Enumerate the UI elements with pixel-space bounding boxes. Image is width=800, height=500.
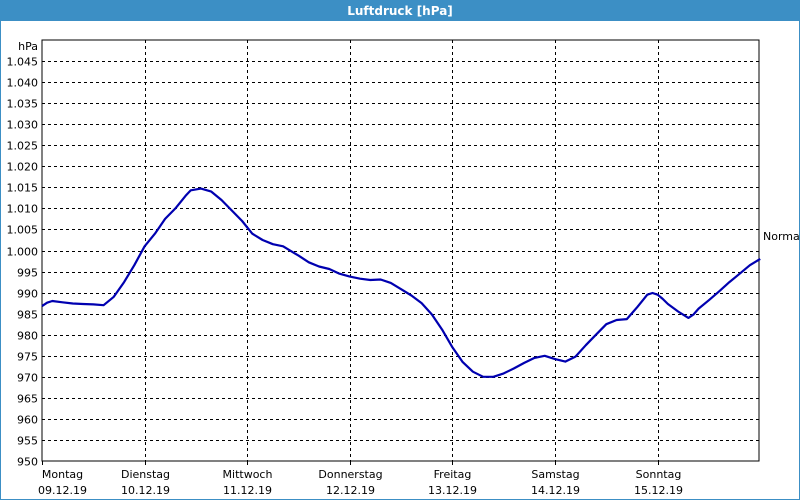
x-tick-date-label: 13.12.19 (428, 484, 477, 497)
x-tick-date-label: 10.12.19 (121, 484, 170, 497)
x-tick-date-label: 15.12.19 (634, 484, 683, 497)
x-tick-date-label: 11.12.19 (223, 484, 272, 497)
y-tick-label: 990 (17, 288, 38, 301)
x-tick-date-label: 14.12.19 (531, 484, 580, 497)
x-tick-day-label: Donnerstag (318, 468, 382, 481)
y-tick-label: 960 (17, 414, 38, 427)
x-tick-date-label: 12.12.19 (326, 484, 375, 497)
y-tick-label: 965 (17, 393, 38, 406)
x-tick-day-label: Freitag (434, 468, 472, 481)
y-tick-label: 1.020 (7, 161, 39, 174)
y-tick-label: 975 (17, 351, 38, 364)
y-tick-label: 970 (17, 372, 38, 385)
y-tick-label: 1.010 (7, 203, 39, 216)
y-tick-label: 950 (17, 456, 38, 469)
y-tick-label: 1.045 (7, 56, 39, 69)
y-tick-label: 1.000 (7, 246, 39, 259)
y-tick-label: 1.035 (7, 98, 39, 111)
x-tick-day-label: Samstag (531, 468, 579, 481)
y-axis-label: hPa (18, 40, 38, 53)
window-title: Luftdruck [hPa] (1, 1, 799, 21)
y-tick-label: 985 (17, 309, 38, 322)
y-tick-label: 1.005 (7, 224, 39, 237)
x-tick-day-label: Montag (42, 468, 83, 481)
x-tick-date-label: 09.12.19 (38, 484, 87, 497)
y-tick-label: 1.015 (7, 182, 39, 195)
y-tick-label: 1.025 (7, 140, 39, 153)
pressure-line (41, 187, 761, 378)
y-tick-label: 1.040 (7, 77, 39, 90)
plot-area (41, 39, 760, 462)
y-tick-label: 980 (17, 330, 38, 343)
normal-label: Normal (763, 230, 800, 243)
y-tick-label: 1.030 (7, 119, 39, 132)
x-tick-day-label: Mittwoch (223, 468, 273, 481)
x-tick-day-label: Sonntag (636, 468, 682, 481)
y-tick-label: 955 (17, 435, 38, 448)
x-tick-day-label: Dienstag (121, 468, 170, 481)
y-tick-label: 995 (17, 267, 38, 280)
